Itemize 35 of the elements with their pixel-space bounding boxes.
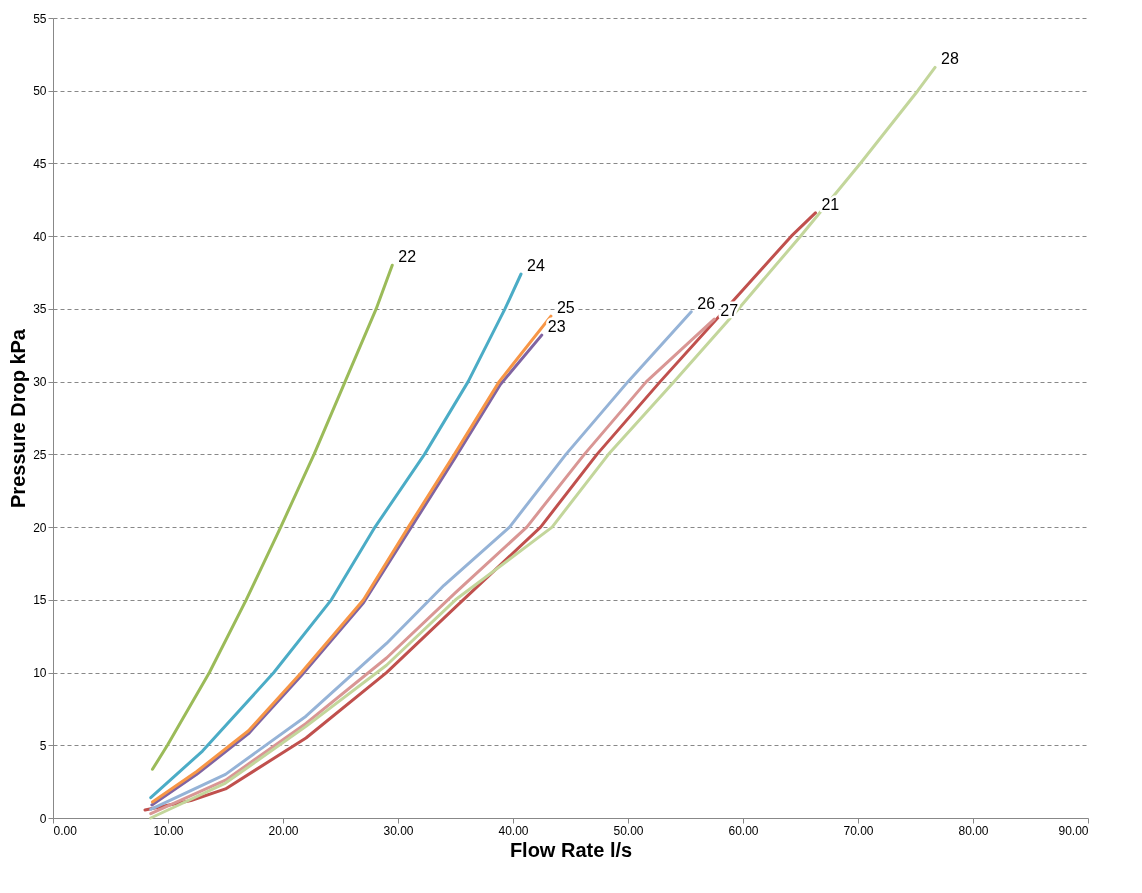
series-label: 28	[941, 50, 959, 68]
x-tick-label: 90.00	[1058, 823, 1089, 838]
y-tick-label: 45	[33, 156, 47, 171]
line-series	[143, 211, 817, 812]
y-tick-label: 15	[33, 593, 47, 608]
line-series	[150, 263, 394, 771]
series-label: 25	[556, 299, 575, 317]
x-tick-label: 30.00	[383, 823, 414, 838]
series-label: 24	[527, 257, 545, 274]
y-tick-label: 5	[39, 738, 47, 753]
series-label: 22	[398, 248, 417, 266]
y-axis-title: Pressure Drop kPa	[7, 328, 30, 508]
x-tick-label: 50.00	[613, 823, 644, 838]
y-tick-label: 50	[33, 84, 47, 99]
x-tick-label: 60.00	[728, 823, 759, 838]
series-label: 23	[547, 318, 566, 336]
y-tick-label: 40	[33, 229, 47, 244]
y-tick-label: 35	[33, 302, 47, 317]
y-tick-label: 20	[33, 520, 47, 535]
x-tick-label: 20.00	[268, 823, 299, 838]
y-tick-label: 55	[33, 11, 47, 26]
series-label: 26	[697, 294, 716, 312]
y-tick-label: 25	[33, 447, 47, 462]
x-tick-label: 80.00	[958, 823, 989, 838]
series-label: 21	[821, 195, 840, 213]
x-tick-label: 10.00	[153, 823, 184, 838]
y-tick-label: 30	[33, 375, 47, 390]
x-tick-label: 70.00	[843, 823, 874, 838]
line-series	[149, 65, 937, 820]
y-tick-label: 0	[39, 811, 47, 826]
x-tick-label: 40.00	[498, 823, 529, 838]
x-tick-label: 0.00	[53, 823, 78, 838]
y-tick-label: 10	[33, 666, 47, 681]
x-axis-title: Flow Rate l/s	[509, 838, 633, 861]
line-series	[149, 272, 523, 800]
